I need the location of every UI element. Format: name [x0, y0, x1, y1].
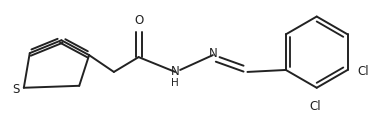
- Text: S: S: [12, 83, 20, 96]
- Text: O: O: [134, 14, 143, 27]
- Text: Cl: Cl: [309, 100, 321, 113]
- Text: N: N: [171, 65, 179, 78]
- Text: Cl: Cl: [358, 65, 369, 78]
- Text: H: H: [171, 78, 179, 88]
- Text: N: N: [208, 47, 217, 60]
